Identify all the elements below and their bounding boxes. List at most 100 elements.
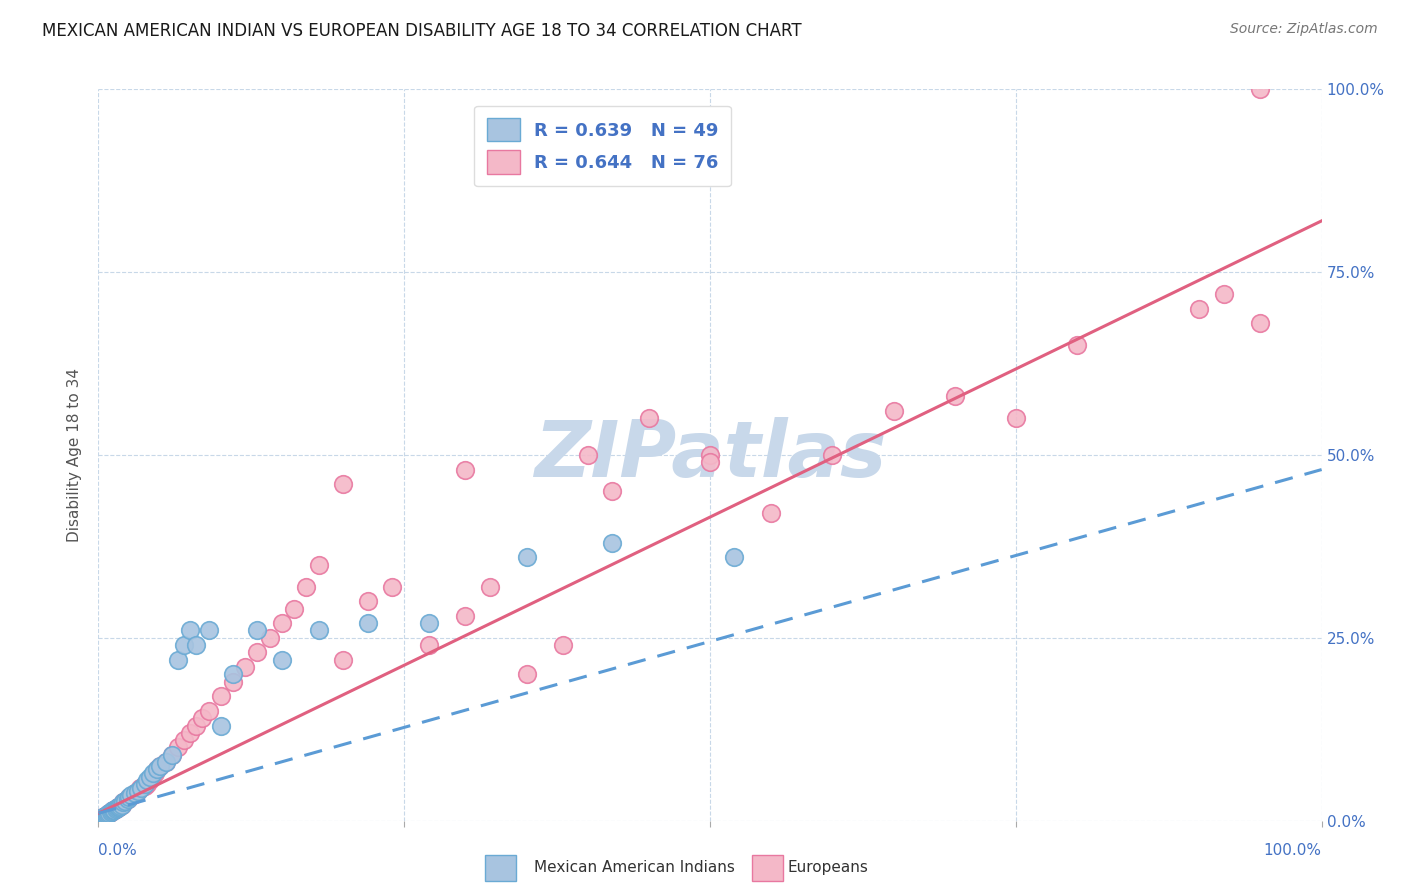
Point <box>146 763 169 777</box>
Point <box>600 535 623 549</box>
Point <box>356 594 378 608</box>
Point <box>197 704 219 718</box>
Text: Source: ZipAtlas.com: Source: ZipAtlas.com <box>1230 22 1378 37</box>
Point <box>129 781 152 796</box>
Point <box>1249 82 1271 96</box>
Point <box>141 770 163 784</box>
Point <box>167 740 190 755</box>
Point <box>179 624 201 638</box>
Point <box>136 773 159 788</box>
Point <box>104 802 127 816</box>
Point <box>96 807 118 822</box>
Point <box>167 653 190 667</box>
Text: 0.0%: 0.0% <box>98 843 138 858</box>
Point <box>118 790 141 805</box>
Point <box>108 799 131 814</box>
Point <box>111 797 134 812</box>
Point <box>332 477 354 491</box>
Point <box>90 812 112 826</box>
Point <box>191 711 214 725</box>
Point <box>104 802 127 816</box>
Text: Mexican American Indians: Mexican American Indians <box>534 860 735 874</box>
Point <box>91 810 114 824</box>
Point <box>91 811 114 825</box>
Point <box>97 807 120 822</box>
Point <box>101 804 124 818</box>
Point <box>173 733 195 747</box>
Point <box>155 755 177 769</box>
Point <box>146 763 169 777</box>
Point <box>246 624 269 638</box>
Point <box>111 796 134 810</box>
Point <box>97 807 120 822</box>
Point <box>101 804 124 818</box>
Point <box>124 786 146 800</box>
Point <box>93 809 115 823</box>
Point <box>103 803 125 817</box>
Point <box>1212 287 1234 301</box>
Point <box>107 800 129 814</box>
Point <box>94 808 117 822</box>
Point <box>179 726 201 740</box>
Point <box>209 690 232 704</box>
Point <box>699 455 721 469</box>
Point <box>134 779 156 793</box>
Point <box>454 608 477 623</box>
Point <box>723 550 745 565</box>
Point <box>107 800 129 814</box>
Point <box>356 616 378 631</box>
Legend: R = 0.639   N = 49, R = 0.644   N = 76: R = 0.639 N = 49, R = 0.644 N = 76 <box>474 105 731 186</box>
Point <box>91 811 114 825</box>
Point <box>943 389 966 403</box>
Point <box>127 784 149 798</box>
Text: 100.0%: 100.0% <box>1264 843 1322 858</box>
Point <box>308 558 330 572</box>
Point <box>283 601 305 615</box>
Point <box>114 794 136 808</box>
Point <box>883 404 905 418</box>
Point <box>94 808 117 822</box>
Point <box>105 801 128 815</box>
Point <box>111 797 134 812</box>
Point <box>222 667 245 681</box>
Point <box>638 411 661 425</box>
Point <box>308 624 330 638</box>
Point <box>93 809 115 823</box>
Point <box>90 812 112 826</box>
Point <box>197 624 219 638</box>
Point <box>114 794 136 808</box>
Point <box>105 801 128 815</box>
Point <box>149 758 172 772</box>
Text: MEXICAN AMERICAN INDIAN VS EUROPEAN DISABILITY AGE 18 TO 34 CORRELATION CHART: MEXICAN AMERICAN INDIAN VS EUROPEAN DISA… <box>42 22 801 40</box>
Point <box>91 810 114 824</box>
Point <box>129 780 152 795</box>
Point <box>100 805 122 819</box>
Point <box>1188 301 1211 316</box>
Point <box>332 653 354 667</box>
Point <box>515 550 537 565</box>
Point <box>98 806 121 821</box>
Point <box>576 448 599 462</box>
Point <box>136 777 159 791</box>
Point <box>110 799 132 814</box>
Point <box>120 788 142 802</box>
Point <box>418 616 440 631</box>
Point <box>131 780 153 794</box>
Point <box>139 773 162 788</box>
Point <box>127 784 149 798</box>
Point <box>139 770 162 784</box>
Point <box>270 653 294 667</box>
Point <box>699 448 721 462</box>
Point <box>142 766 165 780</box>
Point <box>209 718 232 732</box>
Point <box>270 616 294 631</box>
Point <box>821 448 844 462</box>
Point <box>186 638 208 652</box>
Point <box>186 718 208 732</box>
Point <box>553 638 575 652</box>
Point <box>101 804 124 818</box>
Point <box>117 791 139 805</box>
Point <box>515 667 537 681</box>
Point <box>761 507 783 521</box>
Point <box>246 645 269 659</box>
